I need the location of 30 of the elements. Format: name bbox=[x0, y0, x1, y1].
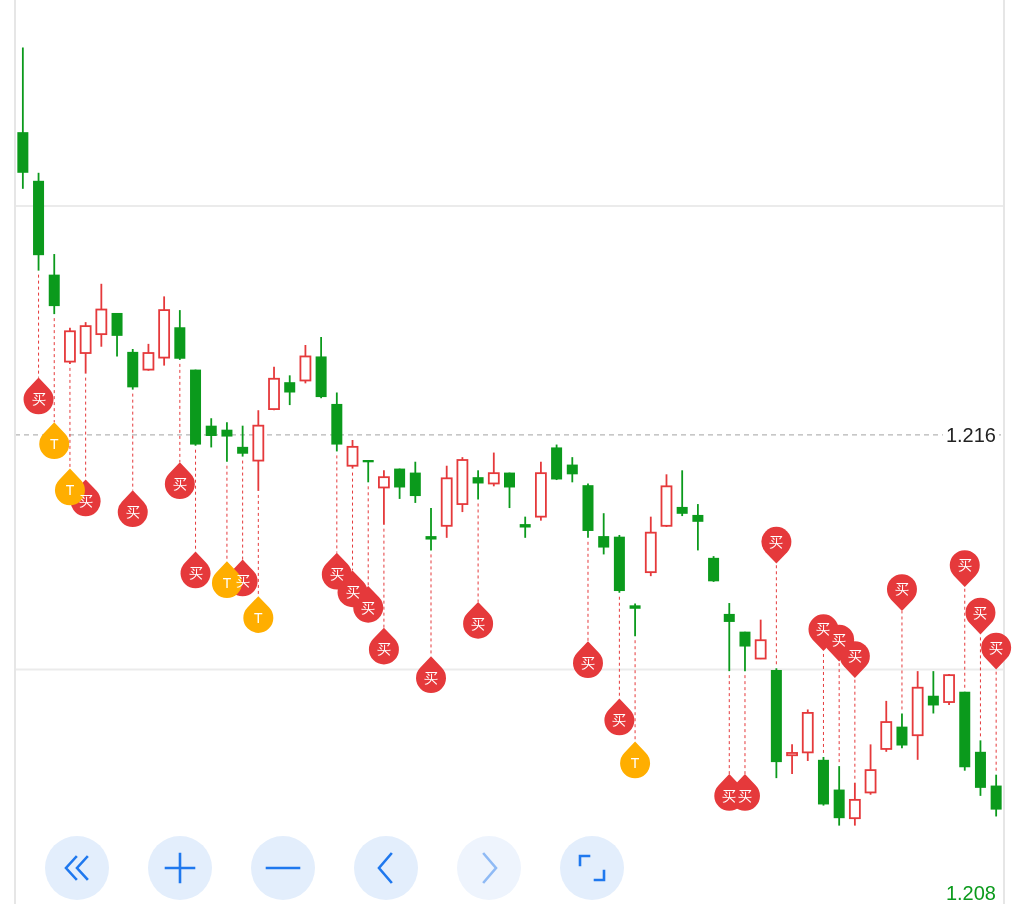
text: 买 bbox=[329, 566, 344, 583]
text: 买 bbox=[989, 639, 1004, 656]
y-tick-label: 1.216 bbox=[945, 423, 996, 446]
text: T bbox=[65, 482, 75, 499]
text: 买 bbox=[172, 476, 187, 493]
text: 买 bbox=[580, 655, 595, 672]
text: 买 bbox=[957, 557, 972, 574]
text: 买 bbox=[125, 504, 140, 521]
text: 买 bbox=[894, 581, 909, 598]
text: 买 bbox=[612, 712, 627, 729]
text: T bbox=[630, 755, 640, 772]
text: T bbox=[222, 575, 232, 592]
series-label: T bbox=[49, 435, 59, 452]
text: T bbox=[254, 609, 263, 626]
text: 买 bbox=[769, 533, 784, 550]
series-label: 买 bbox=[722, 787, 737, 804]
text: 买 bbox=[737, 787, 752, 804]
text: 买 bbox=[471, 615, 486, 632]
text: 买 bbox=[973, 604, 988, 621]
text: 买 bbox=[847, 648, 862, 665]
text: 买 bbox=[78, 493, 93, 510]
text: 买 bbox=[832, 631, 847, 648]
text: 买 bbox=[345, 584, 360, 601]
text: 买 bbox=[424, 670, 439, 686]
y-tick-label: 1.208 bbox=[945, 881, 996, 904]
text: 买 bbox=[31, 391, 46, 408]
text: 买 bbox=[361, 599, 376, 616]
text: 买 bbox=[188, 565, 203, 582]
text: 买 bbox=[816, 621, 831, 638]
text: 买 bbox=[376, 641, 391, 658]
